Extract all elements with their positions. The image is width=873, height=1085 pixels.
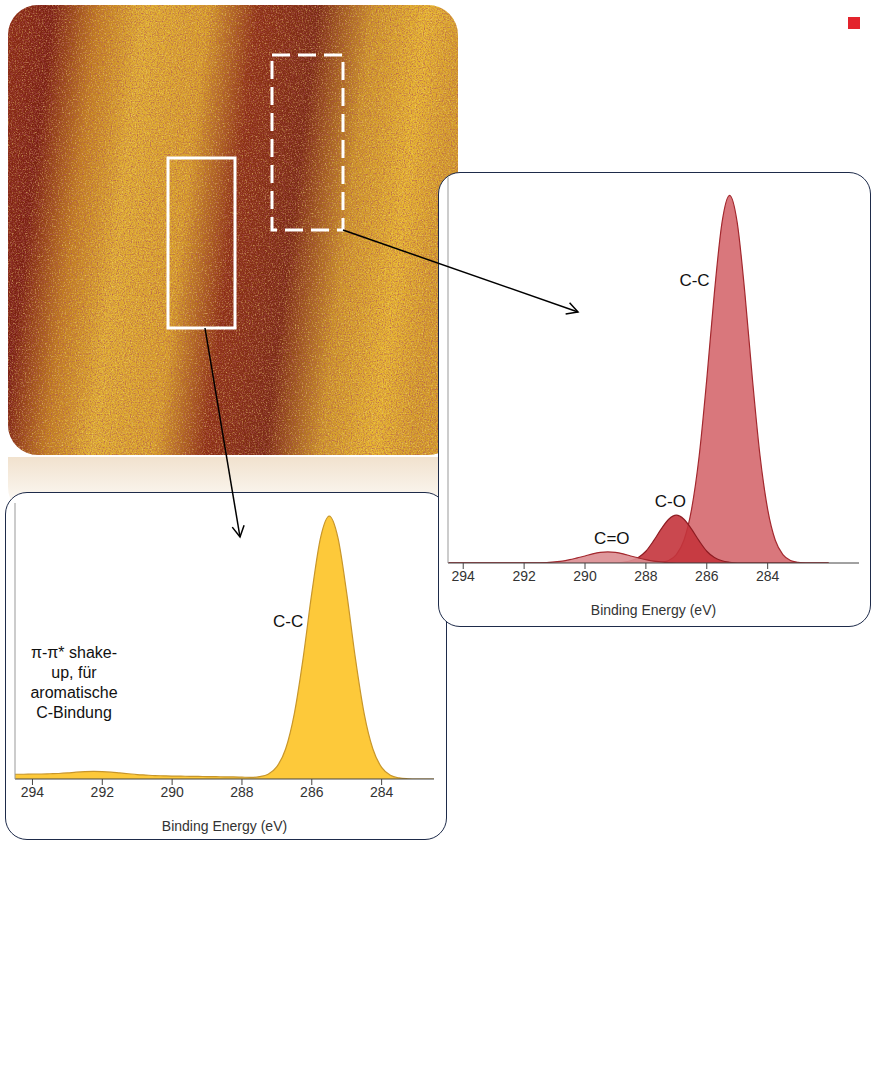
svg-text:286: 286 xyxy=(695,568,719,584)
svg-text:292: 292 xyxy=(91,784,115,800)
svg-text:Binding Energy (eV): Binding Energy (eV) xyxy=(591,602,716,618)
html-text:π-π* shake-up, für aromatische: π-π* shake-up, für aromatische C-Bindung xyxy=(30,644,118,721)
svg-text:C-O: C-O xyxy=(655,492,686,511)
svg-text:290: 290 xyxy=(160,784,184,800)
svg-text:284: 284 xyxy=(370,784,394,800)
svg-text:294: 294 xyxy=(21,784,45,800)
svg-text:288: 288 xyxy=(230,784,254,800)
svg-text:C-C: C-C xyxy=(273,612,303,631)
svg-text:286: 286 xyxy=(300,784,324,800)
svg-text:C=O: C=O xyxy=(594,529,629,548)
svg-text:C-C: C-C xyxy=(679,271,709,290)
svg-text:284: 284 xyxy=(756,568,780,584)
svg-text:288: 288 xyxy=(634,568,658,584)
svg-text:292: 292 xyxy=(512,568,536,584)
svg-text:290: 290 xyxy=(573,568,597,584)
svg-text:294: 294 xyxy=(452,568,476,584)
svg-text:Binding Energy (eV): Binding Energy (eV) xyxy=(162,818,287,834)
